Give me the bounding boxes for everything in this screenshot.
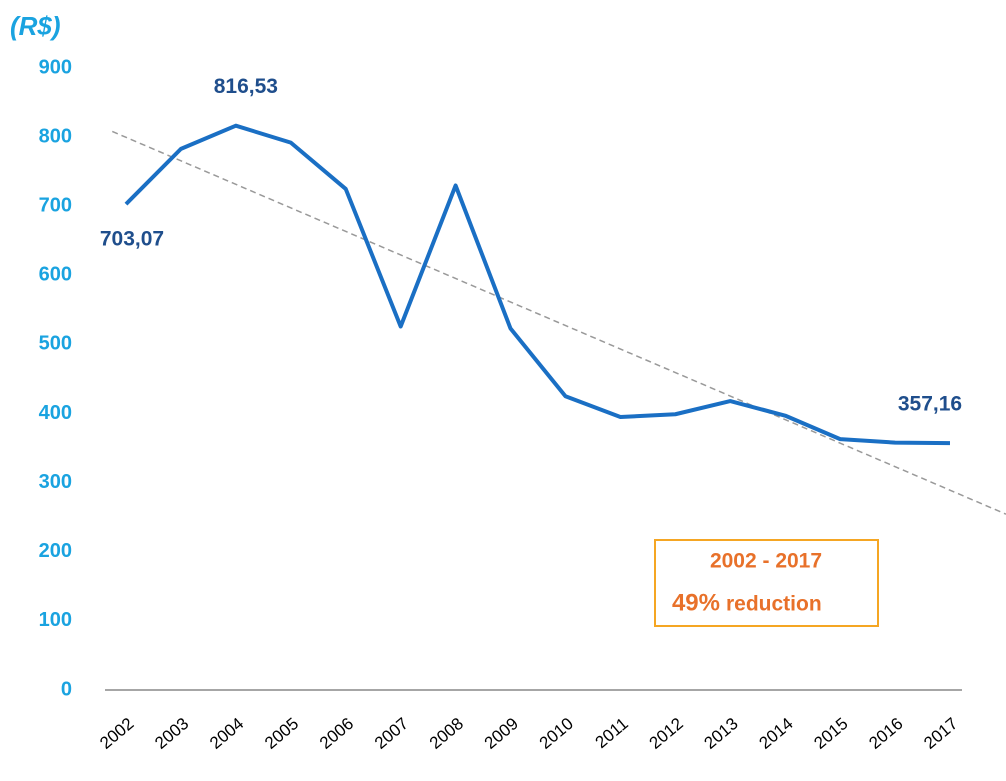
y-tick-label: 700 (39, 195, 72, 217)
y-tick-label: 800 (39, 125, 72, 147)
x-tick-label: 2013 (701, 714, 742, 753)
data-label: 703,07 (100, 228, 164, 251)
trend-line (111, 130, 1006, 515)
y-tick-label: 300 (39, 471, 72, 493)
annotation-title: 2002 - 2017 (710, 550, 822, 573)
y-tick-label: 200 (39, 540, 72, 562)
x-tick-label: 2006 (316, 714, 357, 753)
x-tick-label: 2017 (920, 714, 961, 753)
x-tick-label: 2011 (592, 714, 632, 752)
annotation-box (654, 539, 879, 627)
y-tick-label: 100 (39, 609, 72, 631)
x-tick-label: 2002 (96, 714, 137, 753)
x-tick-label: 2009 (481, 714, 522, 753)
x-tick-label: 2008 (426, 714, 467, 753)
line-series (124, 123, 951, 446)
y-tick-label: 900 (39, 56, 72, 78)
x-tick-label: 2012 (646, 714, 687, 753)
y-tick-label: 0 (61, 678, 72, 700)
data-label: 816,53 (214, 75, 278, 98)
x-tick-label: 2005 (261, 714, 302, 753)
x-tick-label: 2003 (151, 714, 192, 753)
x-tick-label: 2004 (206, 714, 247, 753)
annotation-value: 49% (672, 589, 720, 616)
data-label: 357,16 (898, 393, 962, 416)
y-tick-label: 500 (39, 333, 72, 355)
x-tick-label: 2014 (755, 714, 796, 753)
y-tick-label: 600 (39, 264, 72, 286)
x-tick-label: 2016 (865, 714, 906, 753)
y-tick-label: 400 (39, 402, 72, 424)
annotation-text: reduction (726, 593, 822, 616)
y-axis-label: (R$) (10, 11, 61, 41)
x-tick-label: 2007 (371, 714, 412, 753)
x-tick-label: 2010 (536, 714, 577, 753)
x-tick-label: 2015 (810, 714, 851, 753)
